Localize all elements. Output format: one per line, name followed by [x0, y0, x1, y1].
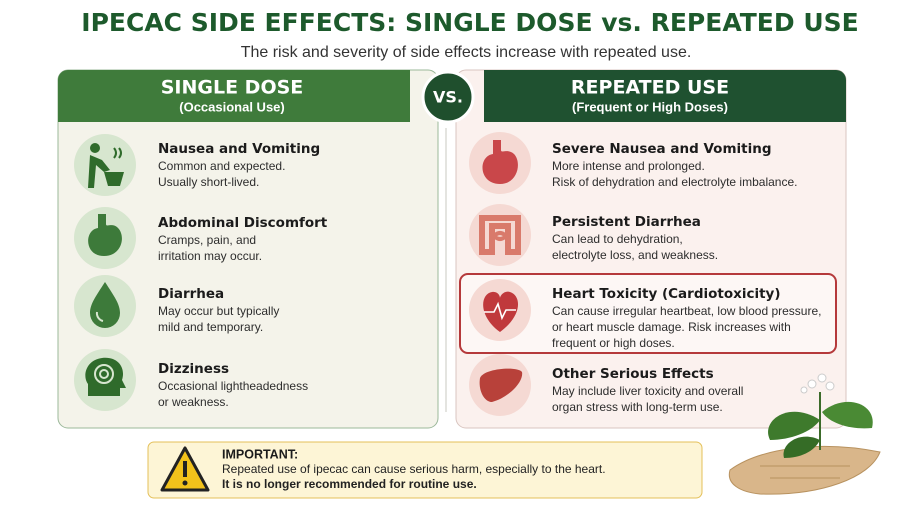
item-title: Nausea and Vomiting	[158, 141, 320, 157]
repeated-header	[484, 70, 846, 122]
item-title: Dizziness	[158, 361, 229, 377]
item-text: irritation may occur.	[158, 249, 262, 263]
icon-heart	[469, 279, 531, 341]
item-text: Common and expected.	[158, 159, 285, 173]
repeated-subtitle: (Frequent or High Doses)	[572, 99, 728, 114]
item-text: Cramps, pain, and	[158, 233, 256, 247]
single-subtitle: (Occasional Use)	[179, 99, 285, 114]
important-line: Repeated use of ipecac can cause serious…	[222, 462, 606, 476]
item-title: Severe Nausea and Vomiting	[552, 141, 772, 157]
item-text: Occasional lightheadedness	[158, 379, 308, 393]
icon-stomach-red	[469, 132, 531, 194]
item-text: electrolyte loss, and weakness.	[552, 248, 718, 262]
warning-icon	[160, 446, 210, 492]
item-text: organ stress with long-term use.	[552, 400, 723, 414]
icon-stomach	[74, 207, 136, 269]
highlight-box	[459, 273, 837, 354]
item-text: Usually short-lived.	[158, 175, 259, 189]
repeated-title: REPEATED USE	[571, 77, 729, 99]
vs-text: VS.	[433, 88, 463, 107]
item-text: mild and temporary.	[158, 320, 263, 334]
single-header	[58, 70, 410, 122]
item-title: Other Serious Effects	[552, 366, 714, 382]
item-title: Abdominal Discomfort	[158, 215, 328, 231]
item-text: Can lead to dehydration,	[552, 232, 683, 246]
item-text: Risk of dehydration and electrolyte imba…	[552, 175, 797, 189]
item-text: May include liver toxicity and overall	[552, 384, 743, 398]
item-text: or heart muscle damage. Risk increases w…	[552, 320, 791, 334]
item-text: More intense and prolonged.	[552, 159, 705, 173]
item-title: Heart Toxicity (Cardiotoxicity)	[552, 286, 781, 302]
important-line: It is no longer recommended for routine …	[222, 477, 477, 491]
plant-illustration	[728, 373, 881, 495]
item-text: May occur but typically	[158, 304, 279, 318]
icon-drop	[74, 275, 136, 337]
icon-liver	[469, 354, 531, 416]
icon-vomit	[74, 134, 136, 196]
item-title: Persistent Diarrhea	[552, 214, 701, 230]
important-box	[147, 441, 703, 499]
icon-intestine	[469, 204, 531, 266]
icon-dizzy	[74, 349, 136, 411]
single-title: SINGLE DOSE	[161, 77, 304, 99]
item-text: Can cause irregular heartbeat, low blood…	[552, 304, 821, 318]
vs-badge	[421, 70, 475, 124]
item-text: or weakness.	[158, 395, 229, 409]
title: IPECAC SIDE EFFECTS: SINGLE DOSE vs. REP…	[81, 8, 858, 37]
item-text: frequent or high doses.	[552, 336, 675, 350]
important-label: IMPORTANT:	[222, 447, 298, 461]
subtitle: The risk and severity of side effects in…	[241, 44, 692, 61]
item-title: Diarrhea	[158, 286, 224, 302]
